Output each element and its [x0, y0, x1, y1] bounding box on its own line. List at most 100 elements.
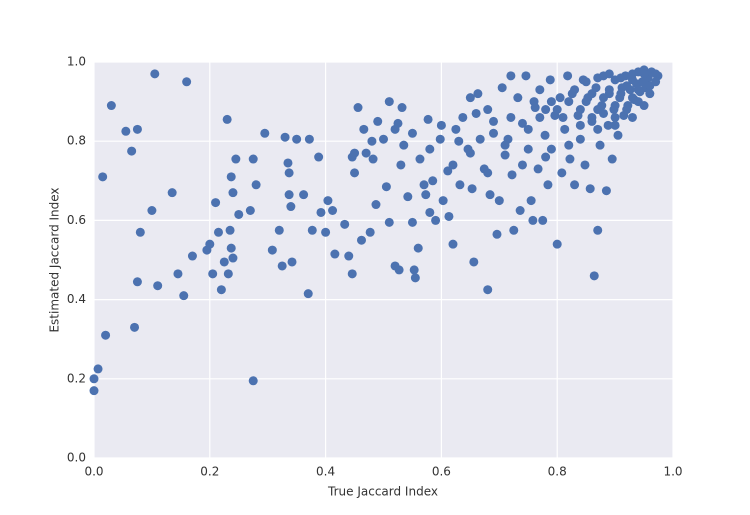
point: [541, 105, 551, 115]
point: [451, 124, 461, 134]
point: [379, 134, 388, 144]
point: [361, 148, 371, 158]
point: [575, 134, 585, 144]
point: [564, 140, 574, 150]
point: [167, 188, 177, 198]
point: [121, 126, 131, 136]
point: [528, 215, 538, 225]
point: [153, 281, 163, 291]
point: [475, 134, 485, 144]
point: [645, 89, 655, 99]
point: [234, 209, 244, 219]
point: [587, 112, 597, 122]
point: [173, 269, 183, 279]
point: [384, 97, 394, 107]
point: [545, 75, 555, 85]
point: [555, 93, 565, 103]
point: [543, 180, 553, 190]
point: [604, 69, 614, 79]
point: [471, 108, 481, 118]
point: [538, 215, 548, 225]
point: [580, 160, 590, 170]
point: [248, 154, 258, 164]
point: [150, 69, 160, 79]
point: [633, 85, 643, 95]
point: [132, 124, 142, 134]
point: [610, 112, 620, 122]
point: [589, 271, 599, 281]
point: [581, 77, 591, 87]
point: [403, 192, 413, 202]
point: [423, 114, 433, 124]
y-tick-label: 1.0: [67, 55, 86, 69]
point: [560, 124, 570, 134]
point: [390, 124, 400, 134]
point: [213, 227, 223, 237]
point: [603, 120, 613, 130]
point: [622, 105, 632, 115]
point: [222, 114, 232, 124]
point: [371, 200, 381, 210]
point: [593, 225, 603, 235]
point: [575, 105, 585, 115]
point: [599, 93, 609, 103]
y-tick-label: 0.0: [67, 451, 86, 465]
point: [517, 118, 527, 128]
point: [558, 112, 568, 122]
point: [132, 277, 142, 287]
point: [367, 136, 377, 146]
point: [350, 148, 360, 158]
point: [535, 112, 545, 122]
point: [303, 289, 313, 299]
point: [359, 124, 369, 134]
point: [353, 103, 363, 113]
point: [517, 160, 527, 170]
point: [344, 251, 354, 261]
point: [546, 144, 556, 154]
point: [425, 207, 435, 217]
point: [347, 269, 357, 279]
point: [541, 152, 551, 162]
point: [407, 128, 417, 138]
point: [533, 164, 543, 174]
point: [601, 186, 611, 196]
point: [570, 85, 580, 95]
point: [436, 120, 446, 130]
point: [483, 105, 493, 115]
point: [394, 265, 404, 275]
point: [251, 180, 261, 190]
point: [419, 180, 429, 190]
point: [415, 154, 425, 164]
point: [431, 215, 441, 225]
point: [593, 73, 603, 83]
y-axis-label: Estimated Jaccard Index: [48, 187, 62, 332]
point: [513, 93, 523, 103]
x-axis-label: True Jaccard Index: [327, 485, 438, 499]
point: [595, 140, 605, 150]
point: [307, 225, 317, 235]
point: [523, 124, 533, 134]
point: [454, 136, 464, 146]
point: [627, 69, 637, 79]
point: [443, 166, 453, 176]
y-tick-label: 0.8: [67, 134, 86, 148]
point: [497, 83, 507, 93]
point: [321, 227, 331, 237]
point: [274, 225, 284, 235]
point: [607, 154, 617, 164]
point: [506, 112, 516, 122]
y-tick-label: 0.6: [67, 213, 86, 227]
point: [182, 77, 192, 87]
point: [563, 71, 573, 81]
point: [529, 97, 539, 107]
point: [469, 257, 479, 267]
point: [570, 180, 580, 190]
point: [277, 261, 287, 271]
point: [506, 71, 516, 81]
point: [287, 257, 297, 267]
point: [314, 152, 324, 162]
x-tick-label: 0.0: [84, 465, 103, 479]
point: [226, 172, 236, 182]
point: [316, 207, 326, 217]
